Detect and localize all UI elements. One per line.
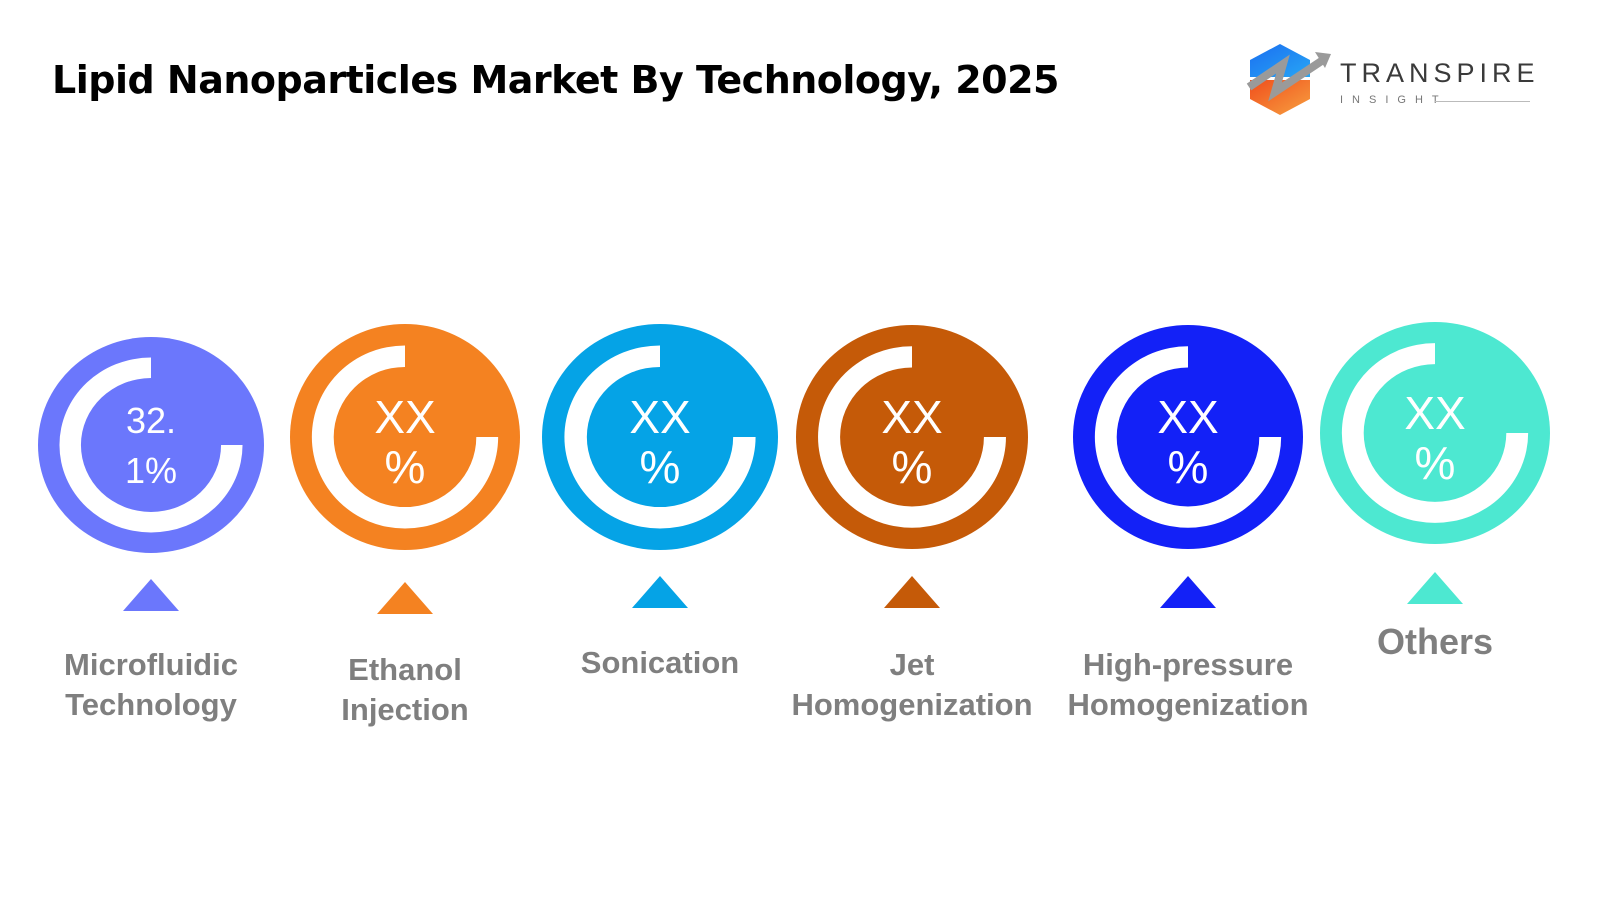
pointer-triangle-icon <box>884 576 940 608</box>
pointer-triangle-icon <box>377 582 433 614</box>
transpire-insight-logo: TRANSPIRE INSIGHT <box>1245 42 1545 117</box>
logo-subtitle: INSIGHT <box>1340 94 1448 106</box>
category-label-line: Microfluidic <box>64 647 238 682</box>
logo-hexagon-icon <box>1246 44 1331 115</box>
value-label: XX <box>374 391 435 443</box>
category-label-line: Technology <box>65 687 237 722</box>
value-label: % <box>1168 441 1209 493</box>
value-label: XX <box>881 391 942 443</box>
logo-divider <box>1435 101 1530 102</box>
category-label-line: High-pressure <box>1082 647 1294 682</box>
value-label: % <box>892 441 933 493</box>
value-label: 1% <box>125 450 177 491</box>
category-label-line: Homogenization <box>791 687 1033 722</box>
category-label-line: Injection <box>341 692 469 727</box>
value-label: 32. <box>126 400 176 441</box>
value-label: XX <box>1157 391 1218 443</box>
category-label: Sonication <box>581 643 739 683</box>
page-title: Lipid Nanoparticles Market By Technology… <box>52 58 1060 102</box>
pointer-triangle-icon <box>1160 576 1216 608</box>
value-label: % <box>1415 437 1456 489</box>
category-label-line: Sonication <box>580 645 740 680</box>
category-label: High-pressure Homogenization <box>1067 645 1308 725</box>
pointer-triangle-icon <box>123 579 179 611</box>
value-label: XX <box>1404 387 1465 439</box>
category-label-line: Jet <box>889 647 935 682</box>
value-label: XX <box>629 391 690 443</box>
pointer-triangle-icon <box>1407 572 1463 604</box>
category-label: Microfluidic Technology <box>64 645 238 725</box>
pointer-triangle-icon <box>632 576 688 608</box>
category-label: Ethanol Injection <box>341 650 468 730</box>
category-label: Jet Homogenization <box>791 645 1032 725</box>
value-label: % <box>640 441 681 493</box>
category-label-line: Homogenization <box>1067 687 1309 722</box>
category-label: Others <box>1377 622 1493 662</box>
logo-name: TRANSPIRE <box>1340 58 1540 88</box>
value-label: % <box>385 441 426 493</box>
category-label-line: Others <box>1376 621 1494 662</box>
category-label-line: Ethanol <box>348 652 462 687</box>
